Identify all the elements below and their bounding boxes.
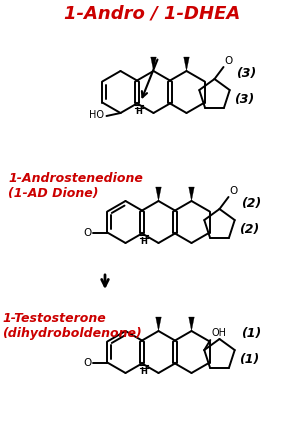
Text: O: O <box>83 228 91 237</box>
Text: 1-Androstenedione: 1-Androstenedione <box>8 173 143 186</box>
Text: (1-AD Dione): (1-AD Dione) <box>8 186 98 199</box>
Polygon shape <box>189 317 194 331</box>
Text: O: O <box>224 56 233 66</box>
Text: H: H <box>140 367 147 375</box>
Text: O: O <box>83 358 91 367</box>
Polygon shape <box>184 57 189 71</box>
Text: (dihydroboldenone): (dihydroboldenone) <box>2 326 142 340</box>
Text: (3): (3) <box>236 67 257 80</box>
Polygon shape <box>189 187 194 201</box>
Text: (1): (1) <box>242 328 262 341</box>
Text: HO: HO <box>89 110 104 120</box>
Text: 1-Andro / 1-DHEA: 1-Andro / 1-DHEA <box>64 5 240 23</box>
Polygon shape <box>156 317 161 331</box>
Text: 1-Testosterone: 1-Testosterone <box>2 312 106 325</box>
Text: O: O <box>230 186 238 196</box>
Text: H: H <box>140 236 147 245</box>
Text: (1): (1) <box>239 354 260 367</box>
Text: (3): (3) <box>235 93 255 106</box>
Text: H: H <box>135 106 142 115</box>
Polygon shape <box>156 187 161 201</box>
Text: (2): (2) <box>242 198 262 211</box>
Polygon shape <box>151 57 156 71</box>
Text: OH: OH <box>211 328 226 338</box>
Text: (2): (2) <box>239 224 260 236</box>
